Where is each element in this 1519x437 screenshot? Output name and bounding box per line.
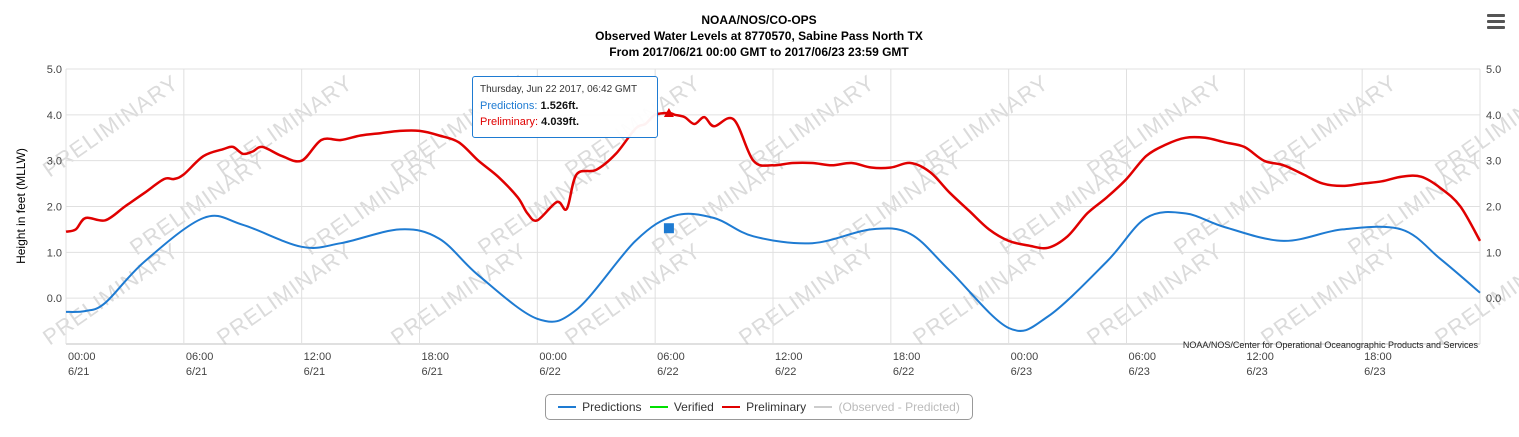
- series-group: [65, 111, 1482, 332]
- x-axis: 00:00 6/21 06:00 6/21 12:00 6/21 18:00 6/21 00:0…: [68, 351, 1392, 378]
- watermark-text: PRELIMINARY: [1082, 70, 1227, 182]
- legend-swatch-predictions: [558, 406, 577, 408]
- chart-title: NOAA/NOS/CO-OPS: [701, 13, 816, 27]
- watermark-text: PRELIMINARY: [908, 238, 1053, 350]
- x-tick-date: 6/22: [539, 366, 560, 378]
- legend-item-preliminary[interactable]: Preliminary: [722, 400, 806, 414]
- tooltip-pred-label: Predictions:: [480, 100, 538, 112]
- y-axis-label: Height in feet (MLLW): [14, 148, 28, 264]
- y-tick-label-right: 1.0: [1486, 247, 1501, 259]
- chart-credit: NOAA/NOS/Center for Operational Oceanogr…: [1183, 340, 1479, 350]
- watermark-text: PRELIMINARY: [212, 70, 357, 182]
- legend-label-preliminary: Preliminary: [746, 400, 807, 414]
- legend-label-observed-minus-predicted: (Observed - Predicted): [838, 400, 960, 414]
- watermark-group: PRELIMINARY PRELIMINARY PRELIMINARY PRELIMI…: [38, 70, 1519, 350]
- y-tick-label-right: 2.0: [1486, 202, 1501, 214]
- series-line-preliminary: [65, 111, 1482, 250]
- x-tick-date: 6/21: [422, 366, 443, 378]
- x-tick-date: 6/23: [1129, 366, 1150, 378]
- y-axis-left: 5.0 4.0 3.0 2.0 1.0 0.0: [47, 64, 62, 305]
- tooltip: Thursday, Jun 22 2017, 06:42 GMT Predict…: [472, 76, 658, 138]
- watermark-text: PRELIMINARY: [560, 238, 705, 350]
- legend: Predictions Verified Preliminary (Observ…: [545, 394, 973, 420]
- x-tick-time: 06:00: [186, 351, 214, 363]
- legend-label-verified: Verified: [673, 400, 714, 414]
- watermark-text: PRELIMINARY: [1082, 238, 1227, 350]
- legend-swatch-preliminary: [722, 406, 741, 408]
- tooltip-predictions-row: Predictions: 1.526ft.: [480, 98, 650, 114]
- y-tick-label-right: 3.0: [1486, 156, 1501, 168]
- x-tick-date: 6/21: [304, 366, 325, 378]
- y-axis-right: 5.0 4.0 3.0 2.0 1.0 0.0: [1486, 64, 1501, 305]
- x-tick-time: 12:00: [304, 351, 332, 363]
- legend-item-predictions[interactable]: Predictions: [558, 400, 642, 414]
- x-tick-date: 6/21: [68, 366, 89, 378]
- legend-label-predictions: Predictions: [582, 400, 642, 414]
- y-tick-label-left: 5.0: [47, 64, 62, 76]
- tooltip-prel-label: Preliminary:: [480, 116, 539, 128]
- watermark-text: PRELIMINARY: [1256, 238, 1401, 350]
- x-tick-time: 06:00: [1129, 351, 1157, 363]
- watermark-text: PRELIMINARY: [734, 238, 879, 350]
- tooltip-pred-value: 1.526ft.: [540, 100, 579, 112]
- x-tick-date: 6/22: [657, 366, 678, 378]
- x-tick-time: 06:00: [657, 351, 685, 363]
- x-tick-time: 18:00: [422, 351, 450, 363]
- predictions-hover-marker: [663, 223, 674, 234]
- y-tick-label-left: 4.0: [47, 110, 62, 122]
- y-tick-label-right: 0.0: [1486, 293, 1501, 305]
- y-tick-label-left: 1.0: [47, 247, 62, 259]
- y-tick-label-left: 0.0: [47, 293, 62, 305]
- x-tick-date: 6/21: [186, 366, 207, 378]
- x-tick-time: 12:00: [775, 351, 803, 363]
- legend-item-verified[interactable]: Verified: [649, 400, 714, 414]
- x-tick-time: 00:00: [68, 351, 96, 363]
- x-tick-time: 18:00: [1364, 351, 1392, 363]
- x-tick-date: 6/23: [1364, 366, 1385, 378]
- tooltip-preliminary-row: Preliminary: 4.039ft.: [480, 114, 650, 130]
- watermark-text: PRELIMINARY: [212, 238, 357, 350]
- x-tick-date: 6/23: [1011, 366, 1032, 378]
- watermark-text: PRELIMINARY: [908, 70, 1053, 182]
- x-tick-date: 6/22: [893, 366, 914, 378]
- chart-subtitle-station: Observed Water Levels at 8770570, Sabine…: [595, 29, 923, 43]
- x-tick-time: 00:00: [1011, 351, 1039, 363]
- y-tick-label-left: 2.0: [47, 202, 62, 214]
- chart-subtitle-range: From 2017/06/21 00:00 GMT to 2017/06/23 …: [609, 45, 909, 59]
- hamburger-menu-icon[interactable]: [1487, 14, 1507, 30]
- series-line-predictions: [65, 211, 1481, 332]
- y-tick-label-left: 3.0: [47, 156, 62, 168]
- x-tick-date: 6/23: [1246, 366, 1267, 378]
- legend-swatch-verified: [649, 406, 668, 408]
- x-tick-date: 6/22: [775, 366, 796, 378]
- y-tick-label-right: 4.0: [1486, 110, 1501, 122]
- tooltip-prel-value: 4.039ft.: [541, 116, 580, 128]
- y-tick-label-right: 5.0: [1486, 64, 1501, 76]
- tooltip-header: Thursday, Jun 22 2017, 06:42 GMT: [480, 84, 638, 95]
- legend-swatch-observed-minus-predicted: [814, 406, 833, 408]
- watermark-text: PRELIMINARY: [1430, 238, 1519, 350]
- x-tick-time: 18:00: [893, 351, 921, 363]
- x-tick-time: 12:00: [1246, 351, 1274, 363]
- legend-item-observed-minus-predicted[interactable]: (Observed - Predicted): [814, 400, 960, 414]
- preliminary-hover-marker: [663, 108, 674, 118]
- x-tick-time: 00:00: [539, 351, 567, 363]
- hover-markers: [663, 108, 674, 234]
